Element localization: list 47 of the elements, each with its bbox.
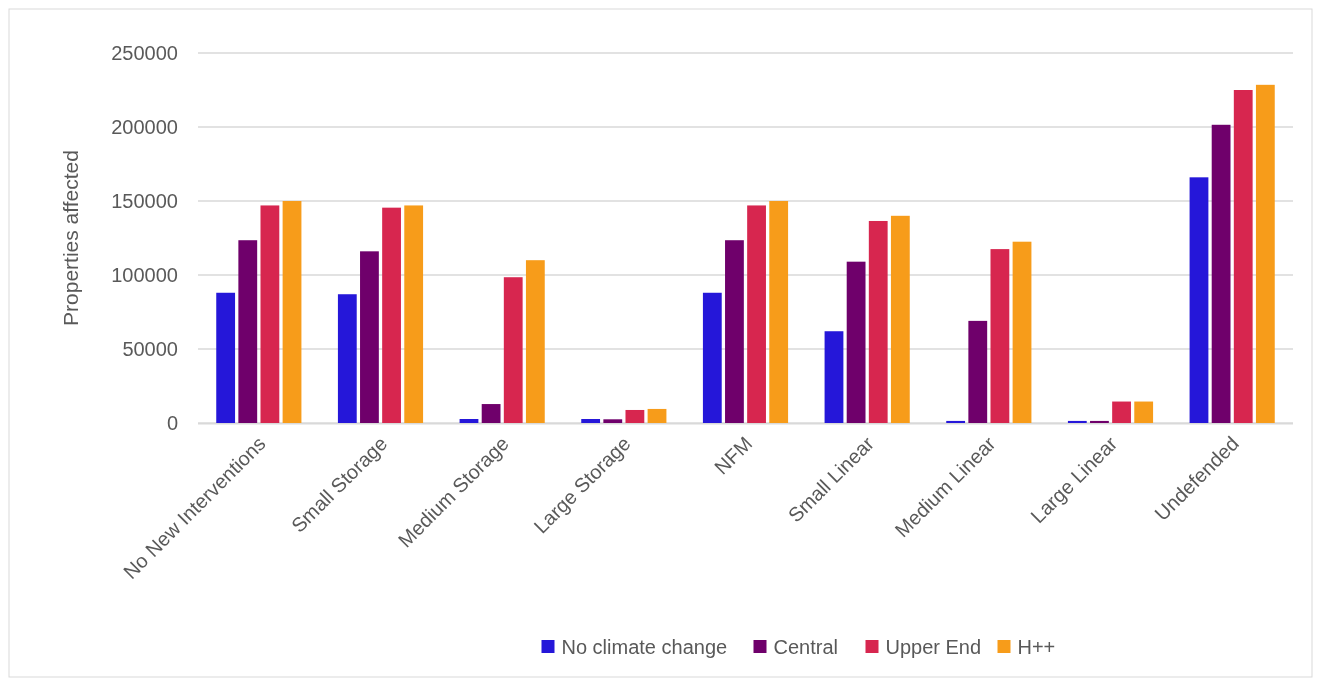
bar [481,404,501,423]
bar [647,408,667,423]
bar [382,207,401,423]
bar [1067,420,1087,423]
bar [824,331,844,423]
bar [747,205,766,423]
y-tick-label: 50000 [122,338,178,360]
bar [625,409,645,423]
bar [581,419,601,423]
bar [1012,241,1032,423]
bar [404,205,424,423]
bar [260,205,280,423]
bar [1112,401,1131,423]
bar [1090,420,1109,423]
y-axis-title: Properties affected [59,150,82,326]
bar [1134,401,1154,423]
bar [1233,90,1253,423]
bar [238,240,258,423]
bar [968,320,988,423]
bar [459,419,479,423]
y-tick-label: 250000 [111,42,178,64]
y-tick-label: 100000 [111,264,178,286]
legend-label: Central [773,636,838,658]
y-tick-label: 0 [166,412,178,434]
bar [1255,84,1275,423]
bar [337,294,357,423]
bar [282,201,302,423]
bar [846,261,866,423]
bar [360,251,379,423]
bar [1211,124,1231,423]
y-tick-label: 150000 [111,190,178,212]
legend-label: H++ [1017,636,1056,658]
bar [525,260,545,423]
bar [603,419,623,423]
bar [702,292,722,423]
bar [769,201,789,423]
bar [503,277,523,423]
bar [868,220,888,423]
bar [990,249,1010,423]
bar [216,292,236,423]
legend-label: No climate change [561,636,728,658]
bar [946,420,966,423]
bar [1189,177,1209,423]
bar [725,240,744,423]
bar [890,215,910,423]
y-tick-label: 200000 [111,116,178,138]
legend-label: Upper End [885,636,982,658]
